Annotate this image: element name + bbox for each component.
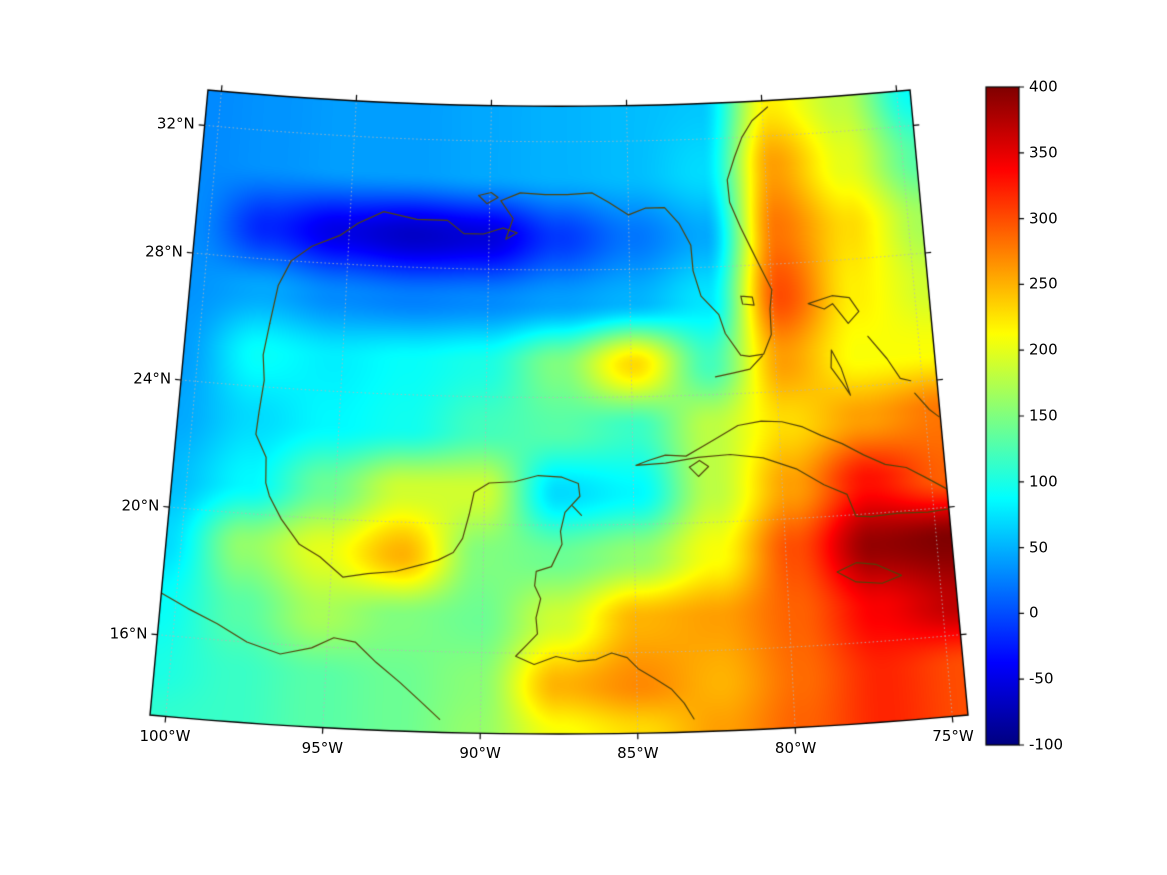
figure: 100°W 95°W 90°W 85°W 80°W 75°W 16°N 20°N 24°N 28°…	[0, 0, 1167, 875]
map-heatmap-canvas	[0, 0, 1167, 875]
